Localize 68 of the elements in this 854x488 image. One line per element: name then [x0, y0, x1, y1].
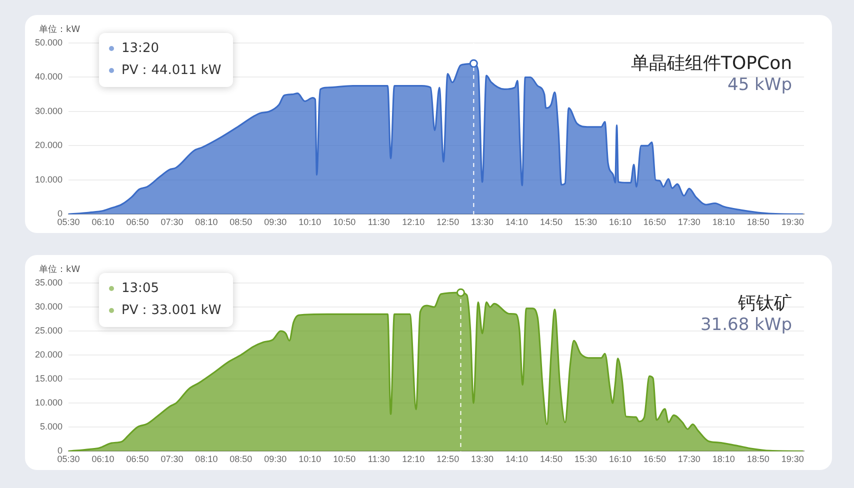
x-tick-label: 06:50: [126, 217, 149, 228]
x-tick-label: 11:30: [368, 217, 390, 228]
y-tick-label: 30.000: [34, 106, 63, 116]
annotation: PV：33.001 kW: [122, 303, 222, 318]
y-tick-label: 30.000: [34, 302, 63, 312]
x-tick-label: 13:30: [471, 217, 494, 228]
annotation: 13:20: [122, 41, 159, 56]
x-tick-label: 13:30: [471, 454, 494, 464]
x-tick-label: 18:50: [746, 454, 770, 464]
y-tick-label: 15.000: [34, 374, 63, 384]
text: 31.68 kWp: [700, 315, 792, 335]
y-tick-label: 5.000: [40, 422, 63, 432]
x-tick-label: 05:30: [57, 217, 80, 228]
y-tick-label: 10.000: [34, 398, 63, 408]
x-tick-label: 10:50: [333, 454, 356, 464]
x-tick-label: 12:50: [436, 454, 460, 464]
x-tick-label: 18:10: [712, 217, 735, 228]
y-tick-label: 0: [58, 208, 63, 219]
text: 钙钛矿: [738, 292, 792, 315]
x-tick-label: 14:50: [540, 454, 563, 464]
x-tick-label: 16:10: [608, 454, 632, 464]
text: 45 kWp: [728, 75, 792, 95]
x-tick-label: 08:10: [195, 217, 218, 228]
x-tick-label: 19:30: [781, 217, 804, 228]
y-tick-label: 20.000: [34, 140, 63, 150]
x-tick-label: 07:30: [160, 454, 184, 464]
x-tick-label: 12:10: [402, 217, 425, 228]
x-tick-label: 12:50: [436, 217, 460, 228]
y-tick-label: 50.000: [34, 37, 63, 48]
x-tick-label: 10:10: [298, 454, 322, 464]
x-tick-label: 15:30: [574, 454, 598, 464]
x-tick-label: 12:10: [402, 454, 425, 464]
x-tick-label: 06:10: [92, 217, 114, 228]
x-tick-label: 08:50: [230, 454, 252, 464]
x-tick-label: 14:10: [506, 454, 528, 464]
y-tick-label: 10.000: [34, 174, 63, 184]
annotation: 13:05: [122, 281, 159, 296]
x-tick-label: 07:30: [160, 217, 184, 228]
y-tick-label: 40.000: [34, 72, 63, 82]
x-tick-label: 06:10: [92, 454, 114, 464]
text: 单晶硅组件TOPCon: [630, 52, 792, 75]
x-tick-label: 17:30: [678, 217, 700, 228]
y-tick-label: 25.000: [34, 326, 63, 336]
x-tick-label: 10:50: [333, 217, 356, 228]
y-axis-title: 单位：kW: [39, 264, 80, 276]
x-tick-label: 11:30: [368, 454, 390, 464]
x-tick-label: 18:10: [712, 454, 735, 464]
x-tick-label: 15:30: [574, 217, 598, 228]
x-tick-label: 16:50: [643, 217, 666, 228]
x-tick-label: 08:50: [230, 217, 252, 228]
x-tick-label: 09:30: [264, 454, 287, 464]
annotation: PV：44.011 kW: [122, 63, 222, 78]
y-tick-label: 35.000: [34, 277, 63, 288]
x-tick-label: 10:10: [298, 217, 322, 228]
x-tick-label: 08:10: [195, 454, 218, 464]
x-tick-label: 17:30: [678, 454, 700, 464]
x-tick-label: 05:30: [57, 454, 80, 464]
y-tick-label: 0: [58, 446, 63, 456]
x-tick-label: 16:10: [608, 217, 632, 228]
x-tick-label: 06:50: [126, 454, 149, 464]
y-axis-title: 单位：kW: [39, 24, 80, 36]
x-tick-label: 18:50: [746, 217, 770, 228]
x-tick-label: 09:30: [264, 217, 287, 228]
x-tick-label: 16:50: [643, 454, 666, 464]
x-tick-label: 14:10: [506, 217, 528, 228]
y-tick-label: 20.000: [34, 350, 63, 360]
x-tick-label: 19:30: [781, 454, 804, 464]
x-tick-label: 14:50: [540, 217, 563, 228]
